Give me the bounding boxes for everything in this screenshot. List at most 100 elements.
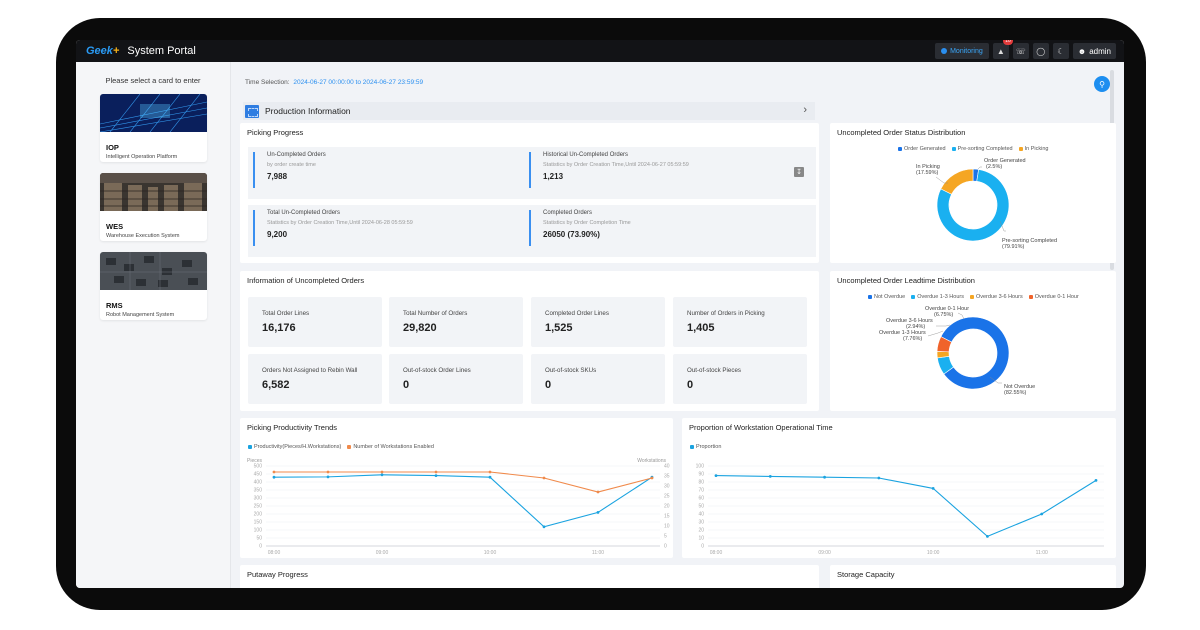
- legend-swatch: [1018, 147, 1023, 151]
- data-point-proportion[interactable]: [714, 474, 718, 477]
- data-point-number-of-workstations-enabled[interactable]: [542, 476, 546, 480]
- grid-lines: [708, 465, 1104, 547]
- legend-swatch: [911, 295, 916, 299]
- kpi-sub: Statistics by Order Completion Time: [543, 220, 631, 226]
- data-point-number-of-workstations-enabled[interactable]: [434, 470, 438, 474]
- card-iop[interactable]: IOP Intelligent Operation Platform: [100, 94, 207, 162]
- legend-item[interactable]: Proportion: [690, 444, 721, 450]
- legend-item[interactable]: Overdue 0-1 Hour: [1028, 294, 1079, 300]
- data-point-productivity-pieces-h-workstations[interactable]: [488, 475, 492, 479]
- legend-label: Pre-sorting Completed: [957, 146, 1013, 152]
- tile-label: Number of Orders in Picking: [687, 310, 765, 317]
- y-tick-label: 60: [698, 496, 704, 502]
- y2-tick-label: 35: [664, 474, 670, 480]
- time-selection-value[interactable]: 2024-06-27 00:00:00 to 2024-06-27 23:59:…: [293, 79, 424, 86]
- legend-item[interactable]: Not Overdue: [868, 294, 905, 300]
- y-tick-label: 100: [696, 464, 705, 470]
- data-point-productivity-pieces-h-workstations[interactable]: [542, 525, 546, 529]
- data-point-proportion[interactable]: [1040, 512, 1044, 516]
- data-point-productivity-pieces-h-workstations[interactable]: [380, 473, 384, 477]
- data-point-number-of-workstations-enabled[interactable]: [488, 470, 492, 474]
- data-point-proportion[interactable]: [877, 476, 881, 480]
- legend-item[interactable]: Overdue 1-3 Hours: [911, 294, 964, 300]
- series-line-proportion[interactable]: [715, 475, 1097, 538]
- user-name: admin: [1089, 46, 1111, 56]
- user-icon: ☻: [1077, 46, 1087, 56]
- rms-card-image: [100, 252, 207, 290]
- data-point-number-of-workstations-enabled[interactable]: [272, 470, 276, 474]
- time-selection[interactable]: Time Selection: 2024-06-27 00:00:00 to 2…: [245, 79, 423, 86]
- moon-icon: ☾: [1057, 46, 1065, 56]
- search-button[interactable]: ⚲: [1094, 76, 1110, 92]
- data-point-productivity-pieces-h-workstations[interactable]: [434, 474, 438, 477]
- donut-slice-overdue-0-1-hour[interactable]: [936, 336, 953, 353]
- geek-logo[interactable]: Geek+: [86, 45, 120, 57]
- legend-item[interactable]: Productivity(Pieces/H.Workstations): [248, 444, 341, 450]
- status-distribution-panel: Uncompleted Order Status Distribution Or…: [830, 123, 1116, 263]
- user-menu-button[interactable]: ☻ admin: [1072, 43, 1116, 59]
- production-info-header[interactable]: Production Information ›: [243, 102, 815, 120]
- tile-value: 1,525: [545, 322, 573, 334]
- legend-label: Proportion: [696, 444, 722, 450]
- y-tick-label: 450: [254, 472, 263, 478]
- monitoring-button[interactable]: Monitoring: [935, 43, 989, 59]
- data-point-proportion[interactable]: [823, 475, 826, 479]
- x-tick-label: 10:00: [484, 550, 497, 556]
- data-point-productivity-pieces-h-workstations[interactable]: [272, 475, 276, 479]
- language-button[interactable]: ◯: [1032, 43, 1049, 59]
- card-rms[interactable]: RMS Robot Management System: [100, 252, 207, 320]
- data-point-proportion[interactable]: [931, 487, 935, 490]
- data-point-number-of-workstations-enabled[interactable]: [380, 470, 384, 474]
- legend-item[interactable]: In Picking: [1018, 146, 1048, 152]
- data-point-proportion[interactable]: [1094, 479, 1098, 482]
- data-point-number-of-workstations-enabled[interactable]: [650, 476, 654, 480]
- tile-label: Out-of-stock SKUs: [545, 367, 597, 374]
- notification-button[interactable]: ▲ 10: [992, 40, 1013, 59]
- theme-toggle-button[interactable]: ☾: [1052, 43, 1069, 59]
- data-point-productivity-pieces-h-workstations[interactable]: [596, 511, 600, 514]
- productivity-trends-panel: Picking Productivity Trends Productivity…: [240, 418, 673, 558]
- data-point-proportion[interactable]: [986, 535, 989, 538]
- label-order-generated: Order Generated: [984, 158, 1026, 164]
- legend-item[interactable]: Order Generated: [898, 146, 946, 152]
- x-tick-label: 09:00: [376, 550, 389, 556]
- kpi-box-top: Un-Completed Orders by order create time…: [248, 147, 816, 199]
- data-point-proportion[interactable]: [768, 475, 772, 478]
- y-tick-label: 250: [254, 504, 263, 510]
- legend-item[interactable]: Pre-sorting Completed: [951, 146, 1013, 152]
- tile-value: 0: [545, 379, 552, 391]
- data-point-number-of-workstations-enabled[interactable]: [326, 470, 330, 474]
- legend-item[interactable]: Number of Workstations Enabled: [347, 444, 434, 450]
- building-icon: [245, 104, 259, 118]
- sidebar-title: Please select a card to enter: [105, 76, 201, 85]
- phone-button[interactable]: ☏: [1012, 43, 1029, 59]
- series-line-productivity-pieces-h-workstations[interactable]: [273, 474, 653, 528]
- donut-slice-not-overdue[interactable]: [940, 316, 1010, 390]
- putaway-progress-panel: Putaway Progress: [240, 565, 819, 588]
- y-tick-label: 350: [254, 488, 263, 494]
- data-point-productivity-pieces-h-workstations[interactable]: [326, 475, 330, 479]
- tile-value: 29,820: [403, 322, 437, 334]
- card-wes[interactable]: WES Warehouse Execution System: [100, 173, 207, 241]
- y2-tick-label: 15: [664, 514, 670, 520]
- series-line-number-of-workstations-enabled[interactable]: [274, 471, 653, 493]
- label-presorting-pct: (79.91%): [1002, 244, 1024, 250]
- x-tick-label: 11:00: [592, 550, 604, 556]
- grid-lines: [266, 465, 660, 547]
- time-selection-label: Time Selection:: [245, 79, 290, 86]
- data-point-number-of-workstations-enabled[interactable]: [596, 490, 600, 494]
- chevron-right-icon[interactable]: ›: [803, 104, 807, 116]
- y2-tick-label: 20: [664, 504, 670, 510]
- download-icon[interactable]: ↧: [794, 167, 804, 177]
- card-name: RMS: [106, 301, 123, 310]
- donut-slice-in-picking[interactable]: [940, 168, 974, 195]
- monitoring-label: Monitoring: [950, 47, 983, 55]
- picking-progress-panel: Picking Progress Un-Completed Orders by …: [240, 123, 819, 263]
- kpi-completed-orders: Completed Orders Statistics by Order Com…: [529, 210, 631, 246]
- kpi-sub: Statistics by Order Creation Time,Until …: [267, 220, 413, 226]
- y2-tick-label: 40: [664, 464, 670, 470]
- storage-capacity-panel: Storage Capacity: [830, 565, 1116, 588]
- kpi-historical-uncompleted: Historical Un-Completed Orders Statistic…: [529, 152, 689, 188]
- legend-item[interactable]: Overdue 3-6 Hours: [969, 294, 1023, 300]
- donut-slice-pre-sorting-completed[interactable]: [936, 169, 1010, 242]
